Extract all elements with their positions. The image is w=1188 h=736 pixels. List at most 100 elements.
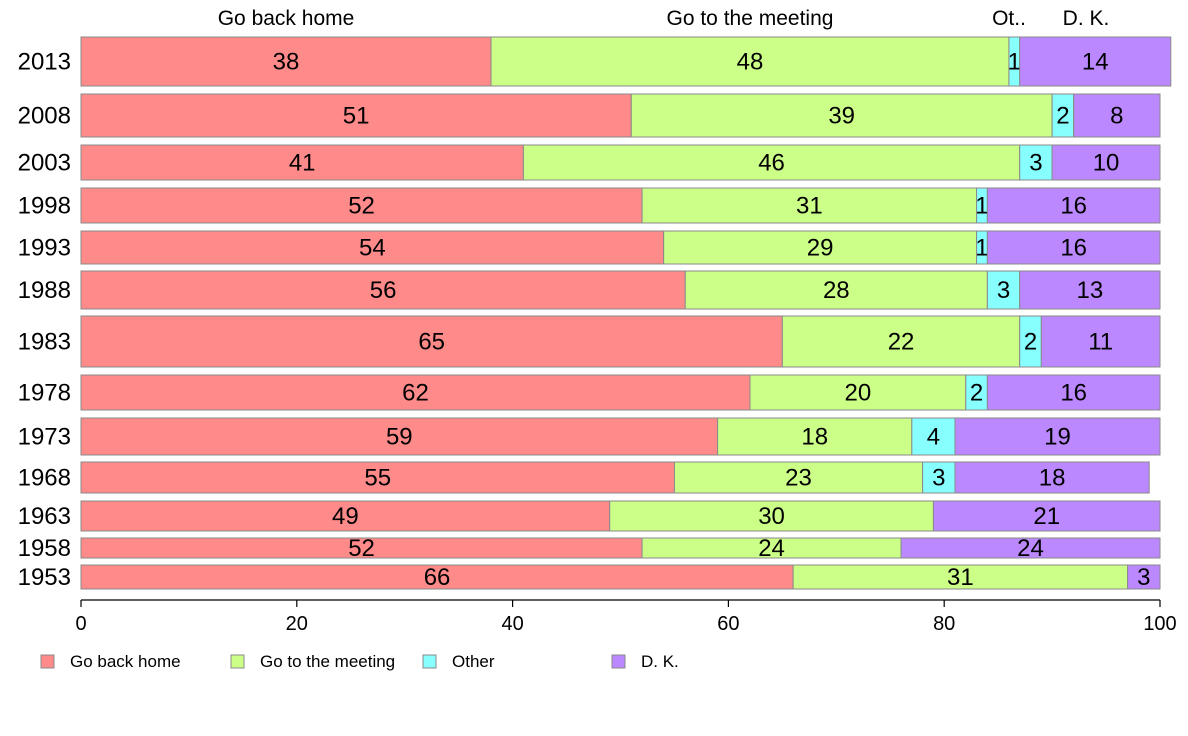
data-label: 16 — [1060, 193, 1087, 220]
data-label: 62 — [402, 380, 429, 407]
data-label: 29 — [807, 235, 834, 262]
data-label: 18 — [1039, 465, 1066, 492]
data-label: 1 — [975, 193, 988, 220]
bar-segment — [1019, 36, 1172, 87]
x-tick-label: 20 — [286, 613, 308, 635]
x-tick-label: 80 — [933, 613, 955, 635]
bar-segment — [986, 374, 1161, 411]
data-label: 1 — [1008, 49, 1021, 76]
data-label: 51 — [343, 103, 370, 130]
bar-segment — [792, 564, 1129, 590]
data-label: 3 — [1137, 564, 1150, 591]
bar-segment — [932, 500, 1161, 532]
column-header: Ot.. — [992, 7, 1026, 30]
bar-segment — [1040, 315, 1161, 368]
bar-segment — [522, 144, 1021, 181]
category-label: 1953 — [18, 564, 71, 591]
data-label: 24 — [1017, 535, 1044, 562]
bar-segment — [630, 93, 1053, 138]
data-label: 38 — [273, 49, 300, 76]
data-label: 18 — [801, 424, 828, 451]
data-label: 21 — [1033, 503, 1060, 530]
data-label: 41 — [289, 150, 316, 177]
data-label: 13 — [1077, 277, 1104, 304]
bar-segment — [80, 187, 643, 224]
category-label: 1988 — [18, 277, 71, 304]
bar-segment — [781, 315, 1021, 368]
data-label: 4 — [927, 424, 940, 451]
bar-segment — [80, 144, 524, 181]
bar-segment — [80, 315, 783, 368]
column-header: Go to the meeting — [667, 7, 834, 30]
bar-segment — [641, 187, 978, 224]
category-label: 1963 — [18, 503, 71, 530]
data-label: 3 — [997, 277, 1010, 304]
column-header: D. K. — [1063, 7, 1110, 30]
data-label: 24 — [758, 535, 785, 562]
legend-label: Go to the meeting — [260, 652, 395, 671]
bar-segment — [673, 461, 924, 494]
category-label: 2003 — [18, 150, 71, 177]
bar-segment — [1051, 144, 1161, 181]
legend-label: D. K. — [641, 652, 679, 671]
data-label: 59 — [386, 424, 413, 451]
x-tick-label: 60 — [717, 613, 739, 635]
data-label: 2 — [970, 380, 983, 407]
x-tick-label: 0 — [75, 613, 86, 635]
x-tick-label: 100 — [1143, 613, 1176, 635]
data-label: 31 — [796, 193, 823, 220]
data-label: 1 — [975, 235, 988, 262]
category-label: 2008 — [18, 103, 71, 130]
data-label: 16 — [1060, 380, 1087, 407]
bar-segment — [80, 417, 719, 456]
data-label: 28 — [823, 277, 850, 304]
bar-segment — [490, 36, 1010, 87]
bar-segment — [663, 230, 978, 265]
data-label: 55 — [364, 465, 391, 492]
bar-segment — [986, 187, 1161, 224]
data-label: 65 — [418, 329, 445, 356]
bar-segment — [80, 230, 665, 265]
data-label: 11 — [1088, 329, 1113, 356]
data-label: 20 — [845, 380, 872, 407]
bar-segment — [749, 374, 967, 411]
category-label: 1978 — [18, 380, 71, 407]
data-label: 46 — [758, 150, 785, 177]
data-label: 48 — [737, 49, 764, 76]
bar-segment — [1019, 270, 1161, 310]
bar-segment — [684, 270, 988, 310]
data-label: 2 — [1024, 329, 1037, 356]
data-label: 54 — [359, 235, 386, 262]
bar-segment — [80, 500, 611, 532]
bar-segment — [1073, 93, 1161, 138]
bar-segment — [80, 461, 675, 494]
bar-segment — [80, 374, 751, 411]
category-label: 1998 — [18, 193, 71, 220]
bar-segment — [911, 417, 956, 456]
bar-segment — [80, 36, 492, 87]
data-label: 19 — [1044, 424, 1071, 451]
data-label: 3 — [1029, 150, 1042, 177]
data-label: 49 — [332, 503, 359, 530]
data-label: 16 — [1060, 235, 1087, 262]
legend-swatch — [422, 654, 437, 669]
x-tick-label: 40 — [501, 613, 523, 635]
bar-segment — [1127, 564, 1161, 590]
legend-swatch — [40, 654, 55, 669]
data-label: 3 — [932, 465, 945, 492]
data-label: 14 — [1082, 49, 1109, 76]
data-label: 31 — [947, 564, 974, 591]
category-label: 1958 — [18, 535, 71, 562]
bar-segment — [80, 270, 686, 310]
bar-segment — [986, 270, 1021, 310]
bar-segment — [80, 564, 794, 590]
data-label: 30 — [758, 503, 785, 530]
data-label: 8 — [1110, 103, 1123, 130]
category-label: 1968 — [18, 465, 71, 492]
data-label: 10 — [1093, 150, 1120, 177]
column-header: Go back home — [218, 7, 355, 30]
category-label: 1973 — [18, 424, 71, 451]
legend-swatch — [230, 654, 245, 669]
